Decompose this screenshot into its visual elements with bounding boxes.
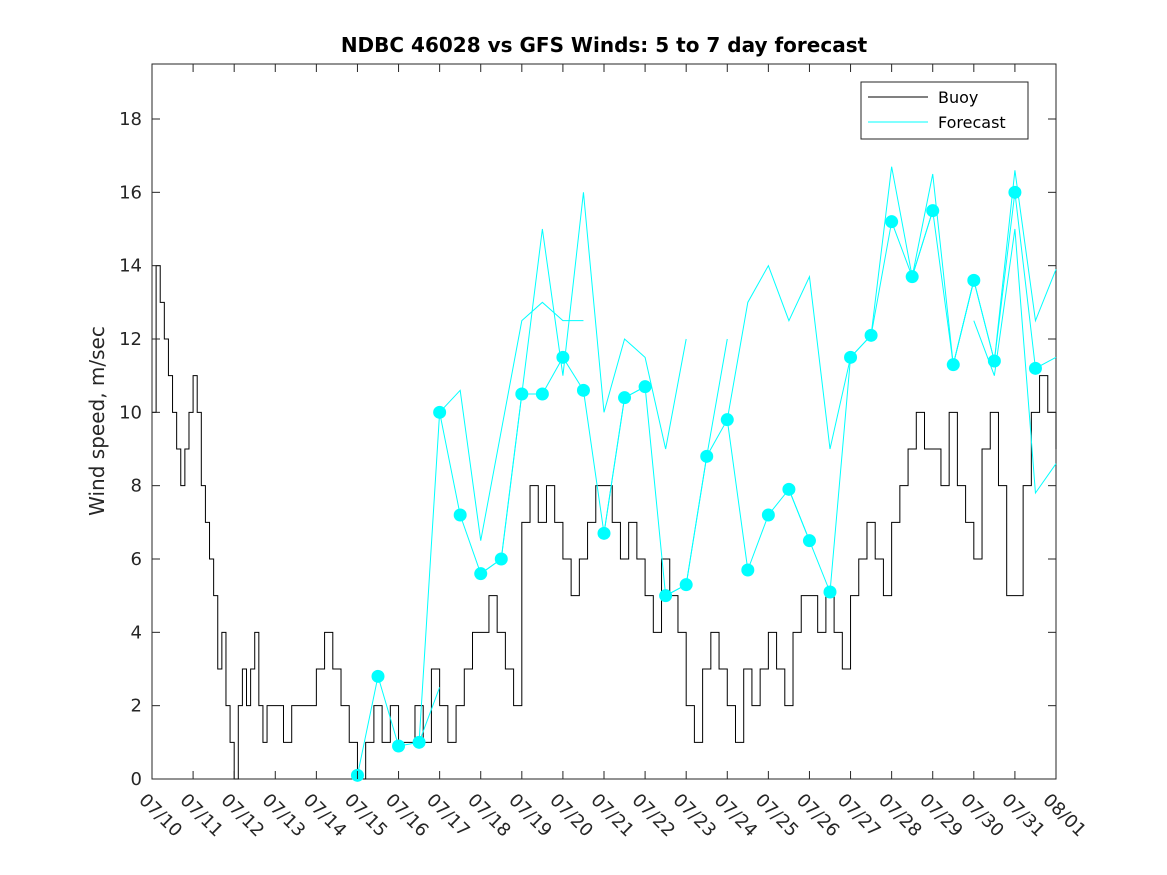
forecast-marker [576,383,590,397]
forecast-marker [474,567,488,581]
forecast-marker [597,526,611,540]
legend-buoy-label: Buoy [938,88,978,107]
chart-title: NDBC 46028 vs GFS Winds: 5 to 7 day fore… [341,33,868,57]
forecast-marker [638,380,652,394]
y-tick-label: 18 [119,109,142,130]
forecast-marker [453,508,467,522]
forecast-marker [556,350,570,364]
y-tick-label: 0 [131,769,142,790]
forecast-marker [844,350,858,364]
y-tick-label: 6 [131,549,142,570]
forecast-marker [802,534,816,548]
y-tick-label: 10 [119,402,142,423]
y-axis-label: Wind speed, m/sec [85,326,109,516]
forecast-marker [926,204,940,218]
forecast-marker [967,273,981,287]
forecast-run-line [973,228,1057,495]
forecast-marker [433,405,447,419]
y-tick-label: 16 [119,182,142,203]
forecast-run-line [952,170,1057,365]
y-tick-label: 2 [131,696,142,717]
legend-box [860,81,1029,140]
forecast-marker [823,585,837,599]
forecast-marker [946,358,960,372]
y-tick-label: 8 [131,476,142,497]
forecast-marker [392,739,406,753]
forecast-marker [659,589,673,603]
forecast-marker [987,354,1001,368]
forecast-marker [535,387,549,401]
forecast-marker [741,563,755,577]
forecast-run-line [521,192,687,450]
forecast-markers [350,185,1042,782]
plot-area [151,63,1057,780]
forecast-marker [761,508,775,522]
forecast-marker [494,552,508,566]
forecast-marker [618,391,632,405]
forecast-marker [905,270,919,284]
forecast-marker [885,215,899,229]
forecast-marker [412,735,426,749]
forecast-run-line [726,264,852,450]
forecast-marker [1008,185,1022,199]
axes-box [151,63,1057,780]
y-axis: 0 2 4 6 8 10 12 14 16 18 [119,109,1056,790]
forecast-marker [515,387,529,401]
forecast-marker [371,669,385,683]
y-tick-label: 4 [131,622,142,643]
forecast-marker [864,328,878,342]
forecast-marker [700,449,714,463]
forecast-run-line [439,301,584,541]
legend-forecast-label: Forecast [938,113,1006,132]
forecast-marker [782,482,796,496]
y-tick-label: 14 [119,256,142,277]
y-tick-label: 12 [119,329,142,350]
legend: Buoy Forecast [860,81,1029,140]
forecast-marker [1028,361,1042,375]
forecast-marker [679,578,693,592]
forecast-marker [720,413,734,427]
